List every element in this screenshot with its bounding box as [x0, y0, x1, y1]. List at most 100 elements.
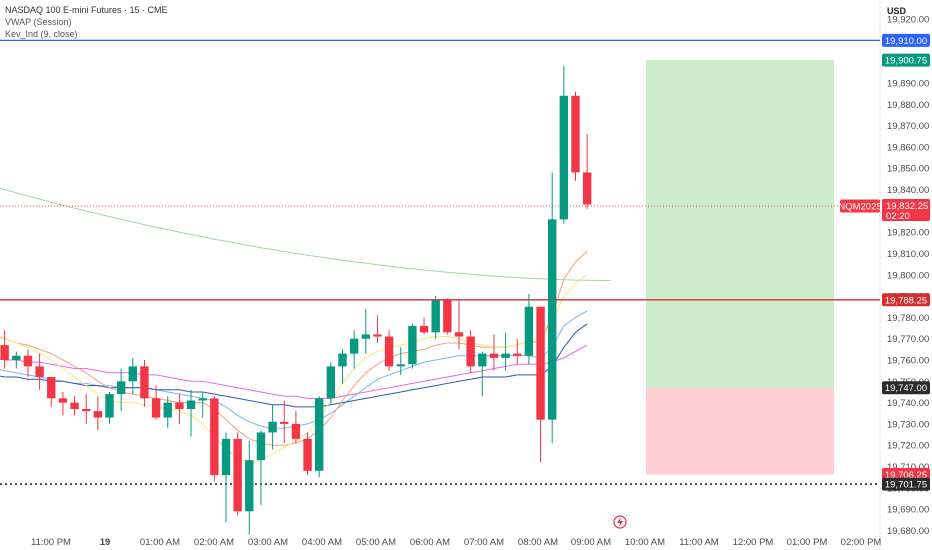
badge-red-line[interactable]: 19,788.25 [882, 293, 930, 307]
symbol-tag-bg [840, 199, 880, 213]
candle-14[interactable] [151, 385, 161, 420]
candle-body [419, 325, 429, 333]
chart-legend: NASDAQ 100 E-mini Futures · 15 · CME VWA… [5, 4, 168, 40]
badge-blue-line-bg [882, 33, 930, 47]
candle-39[interactable] [443, 298, 452, 335]
candle-43[interactable] [489, 334, 499, 371]
candle-42[interactable] [478, 351, 487, 397]
candle-46[interactable] [524, 293, 534, 365]
candle-11[interactable] [116, 368, 126, 412]
candle-41[interactable] [466, 330, 475, 373]
y-tick-label: 19,850.00 [887, 164, 929, 175]
candle-25[interactable] [280, 400, 289, 444]
candle-51[interactable] [582, 134, 592, 209]
y-tick-label: 19,740.00 [887, 398, 929, 409]
badge-entry-text: 19,747.00 [885, 383, 927, 394]
symbol-title[interactable]: NASDAQ 100 E-mini Futures · 15 · CME [5, 5, 168, 15]
y-tick-label: 19,860.00 [887, 142, 929, 153]
candle-34[interactable] [384, 330, 394, 371]
candle-16[interactable] [175, 394, 184, 424]
candle-29[interactable] [326, 362, 336, 405]
candle-10[interactable] [105, 391, 114, 424]
candle-40[interactable] [454, 300, 464, 350]
candle-47[interactable] [536, 306, 545, 463]
badge-dotted-line-text: 19,701.75 [885, 480, 927, 491]
candle-body [82, 409, 91, 412]
badge-blue-line[interactable]: 19,910.00 [882, 33, 930, 47]
candle-48[interactable] [548, 172, 557, 444]
candle-body [582, 172, 592, 205]
take-profit-zone[interactable] [646, 60, 834, 388]
badge-red-line-bg [882, 293, 930, 307]
candle-8[interactable] [82, 394, 91, 424]
candle-35[interactable] [396, 347, 405, 375]
candle-23[interactable] [256, 430, 266, 505]
candle-body [151, 398, 161, 418]
candle-7[interactable] [70, 396, 79, 416]
candle-15[interactable] [163, 396, 172, 429]
candle-2[interactable] [12, 351, 21, 369]
candle-18[interactable] [198, 391, 207, 418]
current-price-bg [882, 199, 930, 222]
candle-33[interactable] [373, 315, 382, 343]
indicator-kev[interactable]: Kev_Ind (9, close) [5, 29, 78, 39]
candle-31[interactable] [349, 330, 359, 369]
countdown-text: 02:20 [886, 211, 910, 222]
candle-13[interactable] [140, 360, 149, 407]
candle-27[interactable] [303, 432, 312, 476]
candle-4[interactable] [35, 353, 44, 390]
y-tick-label: 19,770.00 [887, 334, 929, 345]
candle-24[interactable] [268, 404, 277, 450]
candle-38[interactable] [431, 296, 440, 339]
x-tick-label: 11:00 PM [31, 537, 71, 548]
badge-target[interactable]: 19,900.75 [882, 53, 930, 67]
candle-body [524, 306, 534, 356]
candle-9[interactable] [93, 396, 103, 431]
candle-36[interactable] [408, 323, 417, 369]
symbol-tag[interactable]: NQM2025 [838, 199, 882, 213]
candle-body [349, 338, 359, 354]
candle-3[interactable] [23, 349, 33, 378]
x-tick-label: 08:00 AM [518, 537, 558, 548]
candle-body [361, 334, 370, 339]
candle-body [175, 402, 184, 410]
candle-20[interactable] [221, 432, 231, 522]
candle-44[interactable] [501, 332, 510, 371]
candle-22[interactable] [245, 440, 254, 535]
stop-loss-zone[interactable] [646, 387, 834, 475]
candle-body [245, 460, 254, 512]
candle-21[interactable] [233, 432, 242, 516]
badge-dotted-line[interactable]: 19,701.75 [882, 477, 930, 491]
candle-body [116, 381, 126, 395]
y-tick-label: 19,690.00 [887, 505, 929, 516]
y-tick-label: 19,890.00 [887, 78, 929, 89]
candle-45[interactable] [513, 338, 522, 365]
candle-6[interactable] [58, 391, 68, 416]
lightning-icon[interactable] [613, 515, 627, 529]
candle-26[interactable] [291, 411, 301, 444]
candle-49[interactable] [559, 65, 569, 224]
candle-17[interactable] [186, 389, 196, 437]
candle-body [478, 353, 487, 367]
badge-entry[interactable]: 19,747.00 [882, 381, 930, 395]
x-tick-label: 12:00 PM [733, 537, 774, 548]
candle-37[interactable] [419, 317, 429, 335]
indicator-vwap[interactable]: VWAP (Session) [5, 17, 72, 27]
candle-50[interactable] [571, 91, 580, 182]
candle-32[interactable] [361, 308, 370, 354]
candle-30[interactable] [338, 349, 347, 384]
candle-28[interactable] [315, 396, 324, 478]
candle-1[interactable] [0, 330, 9, 369]
candle-body [210, 398, 219, 476]
candle-body [466, 336, 475, 367]
x-tick-label: 10:00 AM [625, 537, 665, 548]
candle-5[interactable] [47, 377, 56, 407]
candle-12[interactable] [128, 357, 137, 395]
currency-label[interactable]: USD [886, 6, 906, 16]
candle-body [373, 334, 382, 337]
candle-body [280, 421, 289, 424]
candle-19[interactable] [210, 396, 219, 482]
